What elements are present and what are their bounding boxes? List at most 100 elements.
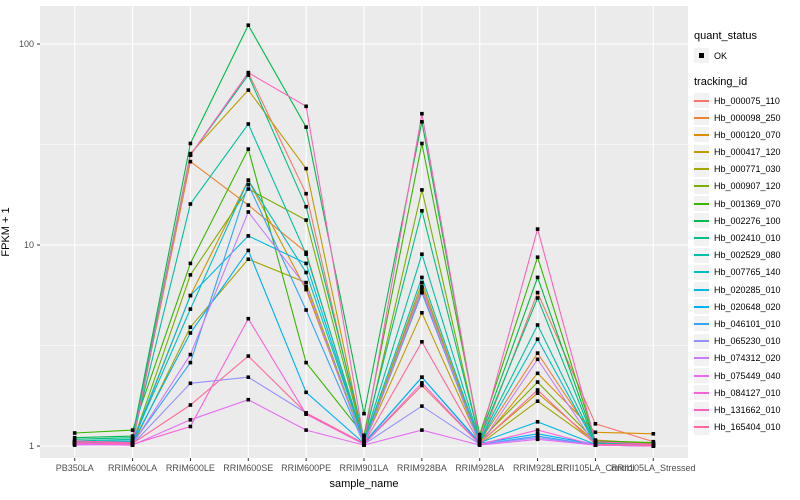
legend-item-Hb_084127_010: Hb_084127_010	[694, 385, 781, 401]
x-tick-label: RRII105LA_Control	[556, 463, 635, 473]
data-point	[420, 375, 424, 379]
data-point	[246, 182, 251, 187]
legend-key-box	[694, 161, 709, 177]
legend-item-label: Hb_046101_010	[714, 318, 781, 329]
data-point	[246, 257, 251, 261]
legend-key-box	[694, 196, 709, 212]
legend-item-label: Hb_131662_010	[714, 404, 781, 415]
data-point	[420, 340, 424, 344]
x-tick-label: RRIM600LE	[165, 463, 215, 473]
y-axis-title: FPKM + 1	[0, 207, 12, 257]
legend-item-label: Hb_000075_110	[714, 95, 780, 106]
legend-key-box	[694, 299, 709, 315]
data-point	[651, 443, 656, 447]
data-point	[188, 403, 193, 407]
data-point	[130, 441, 135, 446]
legend-item-Hb_001369_070: Hb_001369_070	[694, 196, 781, 212]
data-point	[72, 440, 77, 445]
legend-key-box	[694, 247, 709, 263]
data-point	[246, 147, 251, 151]
legend-item-label: Hb_165404_010	[714, 422, 781, 433]
legend-item-label: Hb_020285_010	[714, 284, 781, 295]
data-point	[535, 420, 540, 424]
data-point	[246, 203, 251, 207]
legend-item-label: Hb_002410_010	[714, 233, 781, 243]
legend-key-box	[694, 48, 709, 63]
legend-key-box	[694, 368, 709, 383]
legend-item-ok: OK	[694, 48, 727, 63]
legend-item-label: Hb_000771_030	[714, 164, 781, 175]
data-point	[477, 432, 482, 437]
data-point	[304, 270, 308, 275]
data-point	[420, 428, 424, 432]
legend-item-Hb_000907_120: Hb_000907_120	[694, 178, 781, 194]
legend-item-Hb_002529_080: Hb_002529_080	[694, 247, 781, 263]
data-point	[304, 411, 308, 415]
x-tick-label: RRIM928LA	[455, 463, 505, 473]
data-point	[362, 439, 366, 443]
point-marker-icon	[699, 53, 704, 58]
data-point	[188, 273, 193, 277]
data-point	[420, 311, 424, 315]
legend-key-box	[694, 350, 709, 366]
data-point	[420, 284, 424, 289]
data-point	[420, 275, 424, 280]
data-point	[304, 250, 308, 255]
data-point	[535, 275, 540, 280]
data-point	[477, 438, 482, 442]
data-point	[304, 204, 308, 209]
legend-key-line	[694, 305, 709, 308]
legend-item-Hb_020648_020: Hb_020648_020	[694, 299, 781, 315]
data-point	[246, 73, 251, 77]
legend-key-line	[694, 133, 709, 136]
legend-key-box	[694, 230, 709, 246]
data-point	[188, 159, 193, 164]
legend-key-line	[694, 408, 709, 411]
x-tick-label: RRIM928LE	[513, 463, 563, 473]
data-point	[188, 352, 193, 357]
data-point	[304, 218, 308, 222]
legend-item-label: Hb_074312_020	[714, 353, 781, 364]
legend-item-Hb_020285_010: Hb_020285_010	[694, 282, 781, 298]
data-point	[188, 153, 193, 157]
legend-item-Hb_075449_040: Hb_075449_040	[694, 368, 781, 383]
data-point	[246, 354, 251, 358]
data-point	[246, 122, 251, 126]
data-point	[420, 381, 424, 385]
data-point	[246, 210, 251, 214]
data-point	[188, 307, 193, 311]
legend-key-line	[694, 426, 709, 429]
data-point	[420, 141, 424, 146]
data-point	[535, 380, 540, 384]
legend-key-line	[694, 288, 709, 291]
data-point	[535, 351, 540, 355]
x-tick-label: RRII105LA_Stressed	[611, 463, 696, 473]
data-point	[304, 125, 308, 129]
data-point	[593, 442, 598, 447]
data-point	[535, 337, 540, 341]
legend-item-label: Hb_020648_020	[714, 301, 781, 312]
y-tick-label: 1	[28, 441, 34, 451]
data-point	[304, 252, 308, 256]
data-point	[362, 433, 366, 438]
legend-item-label: Hb_002529_080	[714, 250, 781, 261]
data-point	[535, 391, 540, 395]
legend-key-box	[694, 93, 709, 108]
data-point	[535, 388, 540, 392]
data-point	[188, 381, 193, 386]
data-point	[246, 375, 251, 379]
legend-key-box	[694, 178, 709, 194]
y-tick-label: 10	[23, 240, 34, 250]
data-point	[246, 248, 251, 253]
data-point	[130, 428, 135, 432]
legend-key-box	[694, 316, 709, 332]
data-point	[188, 325, 193, 329]
legend: quant_status OK tracking_id Hb_000075_11…	[694, 0, 800, 500]
data-point	[420, 383, 424, 388]
x-tick-label: RRIM928BA	[396, 463, 447, 473]
x-tick-label: RRIM600SE	[223, 463, 274, 473]
data-point	[188, 261, 193, 266]
legend-item-label: OK	[714, 50, 728, 61]
x-tick-label: RRIM600LA	[108, 463, 158, 473]
